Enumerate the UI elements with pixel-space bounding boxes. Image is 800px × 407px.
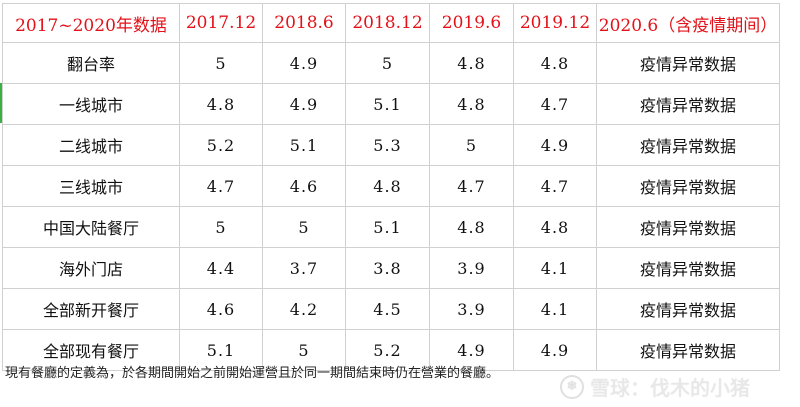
row-label-cell[interactable]: 翻台率: [2, 42, 180, 84]
table-row: 二线城市 5.2 5.1 5.3 5 4.9 疫情异常数据: [2, 124, 780, 166]
value-cell[interactable]: 4.2: [262, 288, 346, 330]
snowball-logo-icon: ❄: [560, 374, 584, 399]
table-row: 海外门店 4.4 3.7 3.8 3.9 4.1 疫情异常数据: [2, 247, 780, 289]
value-cell[interactable]: 4.8: [345, 165, 430, 207]
note-cell[interactable]: 疫情异常数据: [596, 42, 780, 84]
value-cell[interactable]: 4.7: [513, 165, 597, 207]
value-cell[interactable]: 5: [345, 42, 430, 84]
row-selection-marker: [0, 83, 3, 123]
header-cell-2018-6[interactable]: 2018.6: [262, 3, 346, 43]
table-row: 一线城市 4.8 4.9 5.1 4.8 4.7 疫情异常数据: [2, 83, 780, 125]
table-row: 翻台率 5 4.9 5 4.8 4.8 疫情异常数据: [2, 42, 780, 84]
row-label-cell[interactable]: 海外门店: [2, 247, 180, 289]
row-label-cell[interactable]: 三线城市: [2, 165, 180, 207]
spreadsheet-sheet: 2017~2020年数据 2017.12 2018.6 2018.12 2019…: [0, 3, 780, 381]
header-cell-2019-12[interactable]: 2019.12: [513, 3, 597, 43]
value-cell[interactable]: 4.7: [429, 165, 514, 207]
right-margin: [780, 0, 800, 407]
note-cell[interactable]: 疫情异常数据: [596, 247, 780, 289]
header-cell-label[interactable]: 2017~2020年数据: [2, 3, 180, 43]
header-cell-2020-6[interactable]: 2020.6（含疫情期间）: [596, 3, 780, 43]
value-cell[interactable]: 4.9: [513, 124, 597, 166]
value-cell[interactable]: 4.5: [345, 288, 430, 330]
note-cell[interactable]: 疫情异常数据: [596, 124, 780, 166]
value-cell[interactable]: 3.8: [345, 247, 430, 289]
value-cell[interactable]: 5.1: [345, 206, 430, 248]
note-cell[interactable]: 疫情异常数据: [596, 329, 780, 371]
value-cell[interactable]: 4.7: [513, 83, 597, 125]
value-cell[interactable]: 5: [262, 206, 346, 248]
value-cell[interactable]: 5.1: [345, 83, 430, 125]
value-cell[interactable]: 4.8: [513, 206, 597, 248]
note-cell[interactable]: 疫情异常数据: [596, 165, 780, 207]
header-cell-2018-12[interactable]: 2018.12: [345, 3, 430, 43]
value-cell[interactable]: 4.7: [179, 165, 263, 207]
table-row: 全部新开餐厅 4.6 4.2 4.5 3.9 4.1 疫情异常数据: [2, 288, 780, 330]
header-row: 2017~2020年数据 2017.12 2018.6 2018.12 2019…: [2, 3, 780, 43]
note-cell[interactable]: 疫情异常数据: [596, 288, 780, 330]
row-label-cell[interactable]: 全部现有餐厅: [2, 329, 180, 371]
table-row: 三线城市 4.7 4.6 4.8 4.7 4.7 疫情异常数据: [2, 165, 780, 207]
note-cell[interactable]: 疫情异常数据: [596, 83, 780, 125]
value-cell[interactable]: 3.9: [429, 288, 514, 330]
value-cell[interactable]: 4.8: [429, 83, 514, 125]
value-cell[interactable]: 5.1: [179, 329, 263, 371]
watermark: ❄ 雪球：伐木的小猪: [560, 372, 750, 401]
value-cell[interactable]: 4.9: [262, 42, 346, 84]
value-cell[interactable]: 4.8: [513, 42, 597, 84]
table-row: 全部现有餐厅 5.1 5 5.2 4.9 4.9 疫情异常数据: [2, 329, 780, 371]
table-row: 中国大陆餐厅 5 5 5.1 4.8 4.8 疫情异常数据: [2, 206, 780, 248]
value-cell[interactable]: 4.9: [513, 329, 597, 371]
value-cell[interactable]: 5: [429, 124, 514, 166]
value-cell[interactable]: 5.3: [345, 124, 430, 166]
value-cell[interactable]: 5: [179, 42, 263, 84]
value-cell[interactable]: 5.1: [262, 124, 346, 166]
value-cell[interactable]: 3.7: [262, 247, 346, 289]
row-label-cell[interactable]: 二线城市: [2, 124, 180, 166]
value-cell[interactable]: 3.9: [429, 247, 514, 289]
header-cell-2017-12[interactable]: 2017.12: [179, 3, 263, 43]
value-cell[interactable]: 5: [179, 206, 263, 248]
value-cell[interactable]: 4.9: [429, 329, 514, 371]
row-label-cell[interactable]: 一线城市: [2, 83, 180, 125]
value-cell[interactable]: 4.6: [179, 288, 263, 330]
value-cell[interactable]: 4.6: [262, 165, 346, 207]
value-cell[interactable]: 4.1: [513, 288, 597, 330]
note-cell[interactable]: 疫情异常数据: [596, 206, 780, 248]
watermark-text: 雪球：伐木的小猪: [590, 376, 750, 400]
row-label-cell[interactable]: 全部新开餐厅: [2, 288, 180, 330]
data-table: 2017~2020年数据 2017.12 2018.6 2018.12 2019…: [2, 3, 780, 371]
header-cell-2019-6[interactable]: 2019.6: [429, 3, 514, 43]
value-cell[interactable]: 4.9: [262, 83, 346, 125]
value-cell[interactable]: 4.8: [429, 42, 514, 84]
value-cell[interactable]: 4.1: [513, 247, 597, 289]
value-cell[interactable]: 4.4: [179, 247, 263, 289]
value-cell[interactable]: 4.8: [179, 83, 263, 125]
row-label-cell[interactable]: 中国大陆餐厅: [2, 206, 180, 248]
footnote: 現有餐廳的定義為，於各期間開始之前開始運營且於同一期間結束時仍在營業的餐廳。: [5, 366, 500, 381]
value-cell[interactable]: 5.2: [179, 124, 263, 166]
value-cell[interactable]: 4.8: [429, 206, 514, 248]
